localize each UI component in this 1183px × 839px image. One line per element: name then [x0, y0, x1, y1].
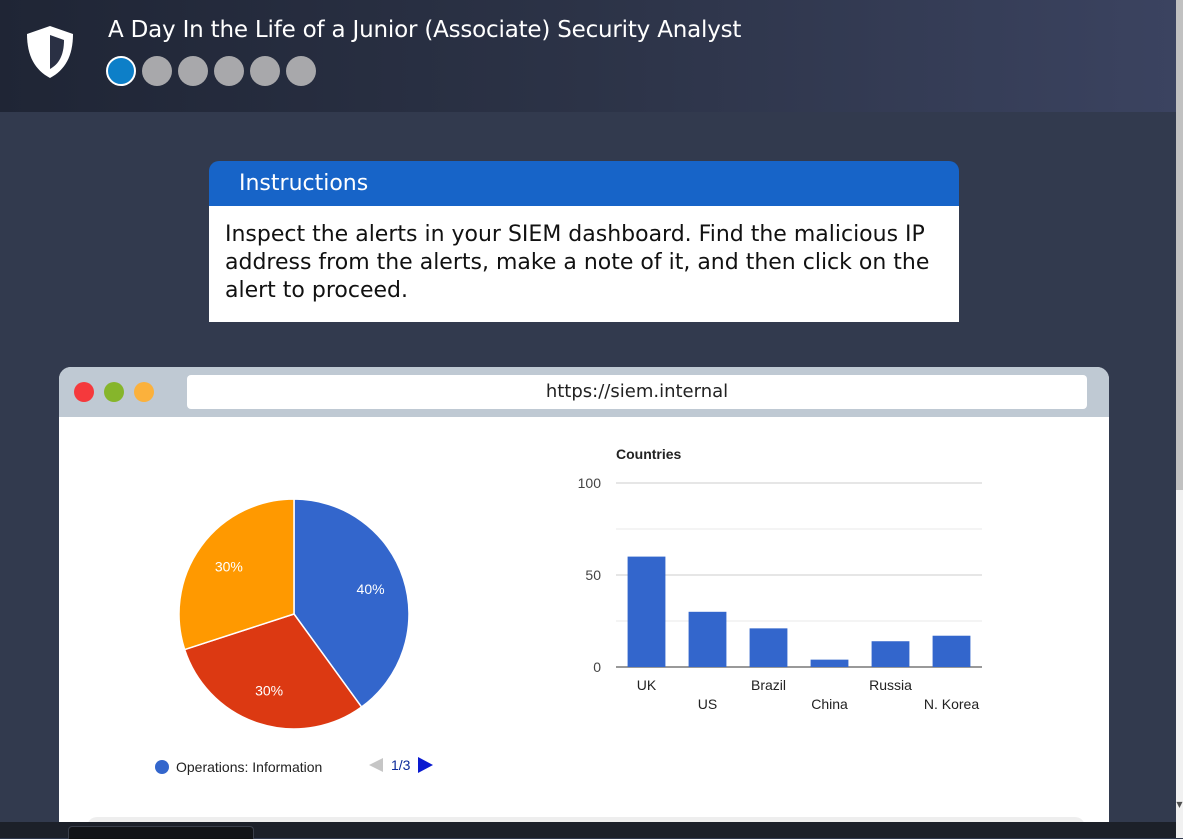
legend-page-indicator: 1/3 [391, 757, 411, 773]
window-close-button[interactable] [74, 382, 94, 402]
address-bar[interactable]: https://siem.internal [187, 375, 1087, 409]
progress-step-5 [250, 56, 280, 86]
legend-label: Operations: Information [176, 759, 323, 775]
x-tick-label: Russia [869, 677, 912, 693]
bar-russia[interactable] [871, 641, 910, 667]
siem-dashboard: 40% 30% 30% Operations: Information 1/3 Co… [59, 417, 1109, 838]
progress-step-2 [142, 56, 172, 86]
bar-nkorea[interactable] [932, 635, 971, 667]
legend-prev-icon[interactable] [369, 758, 383, 772]
pie-slice-label-3: 30% [215, 559, 243, 575]
pie-slice-1[interactable] [293, 498, 410, 709]
taskbar [0, 822, 1176, 838]
window-maximize-button[interactable] [134, 382, 154, 402]
bar-uk[interactable] [627, 556, 666, 667]
pie-slice-2[interactable] [183, 613, 363, 730]
progress-step-4 [214, 56, 244, 86]
browser-toolbar: https://siem.internal [59, 367, 1109, 417]
x-tick-label: Brazil [751, 677, 786, 693]
window-minimize-button[interactable] [104, 382, 124, 402]
progress-steps [106, 56, 316, 86]
instructions-text: Inspect the alerts in your SIEM dashboar… [209, 206, 959, 322]
bar-brazil[interactable] [749, 628, 788, 667]
legend-next-icon[interactable] [418, 757, 434, 773]
scroll-down-arrow-icon[interactable]: ▼ [1176, 800, 1183, 809]
legend-color-swatch [155, 760, 169, 774]
top-bar: A Day In the Life of a Junior (Associate… [0, 0, 1176, 112]
progress-step-1 [106, 56, 136, 86]
shield-icon [27, 26, 73, 78]
pie-slice-3[interactable] [178, 498, 295, 651]
alert-category-pie-chart[interactable]: 40% 30% 30% [59, 417, 529, 747]
y-tick-label: 100 [578, 475, 602, 491]
page-title: A Day In the Life of a Junior (Associate… [108, 17, 742, 43]
pie-legend: Operations: Information [155, 757, 322, 777]
y-tick-label: 0 [593, 659, 601, 675]
countries-bar-chart[interactable]: Countries 0 50 100 UK US Brazil China Russia N. … [559, 417, 1099, 737]
legend-pager: 1/3 [369, 757, 434, 773]
scrollbar-thumb[interactable] [1176, 0, 1183, 490]
instructions-panel: Instructions Inspect the alerts in your … [209, 161, 959, 322]
instructions-heading: Instructions [209, 161, 959, 206]
taskbar-app-button[interactable] [68, 826, 254, 839]
pie-slice-label-2: 30% [255, 683, 283, 699]
progress-step-3 [178, 56, 208, 86]
x-tick-label: US [698, 696, 717, 712]
siem-browser-window: https://siem.internal 40% 30% 30% Operatio… [59, 367, 1109, 838]
x-tick-label: UK [637, 677, 657, 693]
y-tick-label: 50 [585, 567, 601, 583]
x-tick-label: China [811, 696, 848, 712]
chart-title: Countries [616, 446, 682, 462]
x-tick-label: N. Korea [924, 696, 979, 712]
pie-slice-label-1: 40% [357, 581, 385, 597]
progress-step-6 [286, 56, 316, 86]
bar-us[interactable] [688, 611, 727, 667]
bar-china[interactable] [810, 659, 849, 667]
